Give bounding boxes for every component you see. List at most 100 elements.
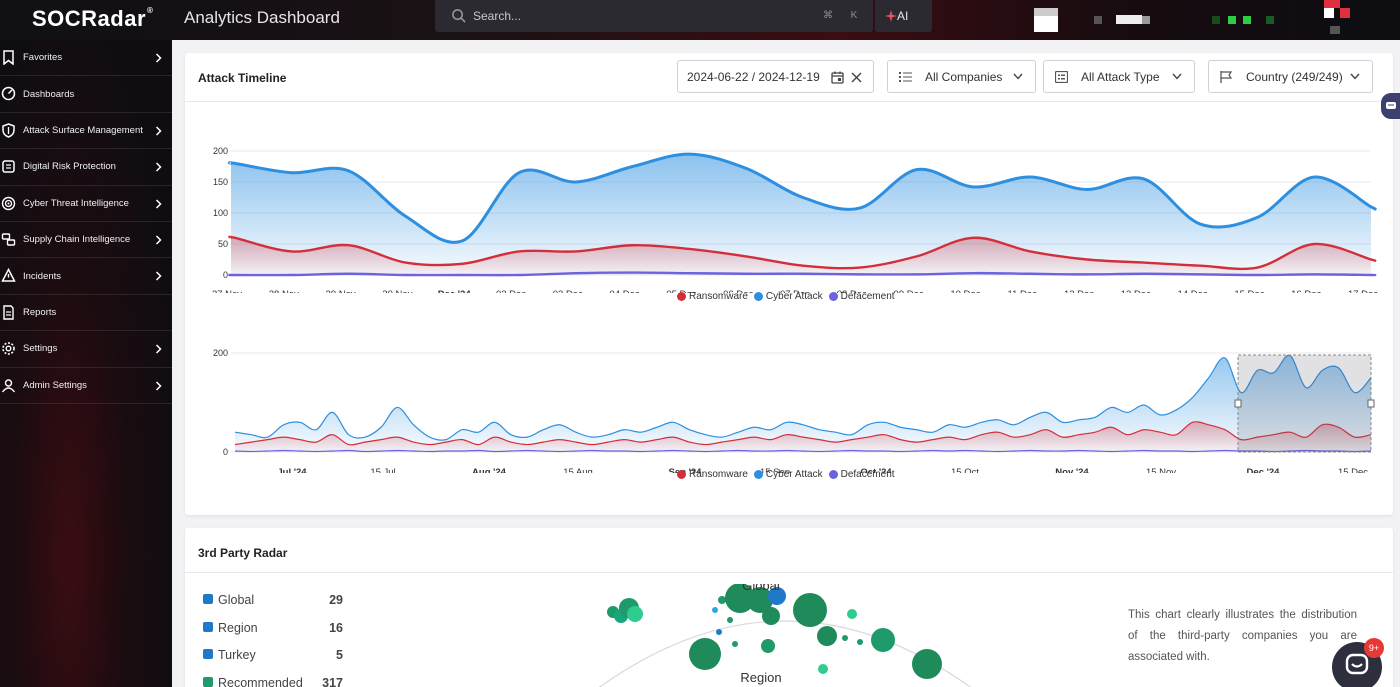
radar-item-label: Recommended [218,675,303,687]
radar-color-swatch [203,621,213,632]
x-tick-label: 15 Aug [563,467,593,473]
chevron-down-icon [1350,73,1360,80]
attack-timeline-card: Attack Timeline 2024-06-22 / 2024-12-19 [185,53,1393,515]
x-tick-label: 27 Nov [212,289,242,293]
radar-bubble[interactable] [727,617,733,623]
radar-bubble[interactable] [857,639,863,645]
radar-item-count: 5 [336,648,343,662]
radar-bubble[interactable] [762,607,780,625]
calendar-icon[interactable] [831,71,844,84]
x-tick-label: 29 Nov [326,289,356,293]
side-panel-toggle[interactable] [1381,93,1400,119]
clear-icon[interactable] [851,72,862,83]
radar-bubble[interactable] [718,596,726,604]
legend-item-ransomware[interactable]: Ransomware [677,469,748,480]
timeline-legend: Ransomware Cyber Attack Defacement [677,291,895,302]
timeline-navigator-chart[interactable]: 0 200 Jul '24 15 Jul Aug '24 15 Aug Sep '24 15 … [185,333,1393,473]
legend-label: Ransomware [689,291,748,302]
country-filter-label: Country (249/249) [1246,70,1343,84]
series-line-ransomware[interactable] [228,235,1377,271]
y-tick-label: 200 [213,146,228,156]
radar-bubble[interactable] [627,606,643,622]
attack-type-filter-label: All Attack Type [1081,70,1160,84]
chevron-right-icon [155,199,162,209]
radar-bubble[interactable] [817,626,837,646]
radar-bubble[interactable] [712,607,718,613]
attack-timeline-title: Attack Timeline [198,71,287,85]
x-tick-label: 17 Dec [1348,289,1378,293]
radar-bubble[interactable] [871,628,895,652]
legend-item-cyber-attack[interactable]: Cyber Attack [753,291,823,302]
sidebar-item-label: Dashboards [23,88,75,100]
sidebar-item-attack-surface-management[interactable]: Attack Surface Management [0,113,172,150]
series-line-defacement[interactable] [228,271,1377,277]
legend-label: Defacement [840,291,895,302]
radar-bubble[interactable] [689,638,721,670]
x-tick-label: Aug '24 [472,467,507,473]
search-input[interactable] [473,7,773,25]
sidebar-item-cyber-threat-intelligence[interactable]: Cyber Threat Intelligence [0,186,172,222]
third-party-radar-card: 3rd Party Radar Global 29 Region 16 Turkey 5 R… [185,528,1393,687]
radar-zone-label: Region [740,670,781,685]
radar-bubble[interactable] [725,584,755,613]
app-title: Analytics Dashboard [184,8,340,27]
legend-item-cyber-attack[interactable]: Cyber Attack [753,469,823,480]
legend-item-ransomware[interactable]: Ransomware [677,291,748,302]
search-icon [452,9,466,23]
radar-bubble[interactable] [747,587,773,613]
radar-item-region[interactable]: Region 16 [203,620,343,640]
nav-area-ransomware [235,421,1371,452]
sidebar-item-incidents[interactable]: Incidents [0,258,172,295]
x-tick-label: 30 Nov [382,289,412,293]
radar-bubble[interactable] [842,635,848,641]
date-range-value: 2024-06-22 / 2024-12-19 [687,69,820,84]
attack-type-filter[interactable]: All Attack Type [1043,60,1195,93]
country-filter[interactable]: Country (249/249) [1208,60,1373,93]
attack-timeline-chart[interactable]: 0 50 100 150 200 27 Nov 28 Nov 29 Nov 30 Nov Dec … [185,123,1393,293]
radar-item-recommended[interactable]: Recommended 317 [203,675,343,687]
radar-item-label: Region [218,620,258,635]
sidebar-item-settings[interactable]: Settings [0,331,172,368]
radar-bubble[interactable] [793,593,827,627]
socradar-logo[interactable]: SOCRadar® [32,6,154,31]
radar-item-global[interactable]: Global 29 [203,592,343,612]
ai-button[interactable]: AI [875,0,932,32]
radar-bubble[interactable] [768,587,786,605]
navigator-selection[interactable] [1237,354,1372,453]
x-tick-label: 15 Dec [1234,289,1264,293]
navigator-handle[interactable] [1367,399,1375,408]
companies-filter[interactable]: All Companies [887,60,1036,93]
radar-bubble[interactable] [732,641,738,647]
search-bar[interactable]: ⌘ K [435,0,873,32]
chat-bubble-icon [1345,653,1369,675]
date-range-filter[interactable]: 2024-06-22 / 2024-12-19 [677,60,874,93]
sidebar-item-digital-risk-protection[interactable]: Digital Risk Protection [0,149,172,186]
sidebar-item-reports[interactable]: Reports [0,295,172,332]
sidebar-item-admin-settings[interactable]: Admin Settings [0,368,172,404]
area-cyber-attack [229,154,1376,275]
series-line-cyber-attack[interactable] [227,152,1377,244]
radar-bubble[interactable] [818,664,828,674]
legend-item-defacement[interactable]: Defacement [828,291,895,302]
y-tick-label: 150 [213,177,228,187]
y-tick-label: 0 [223,447,228,457]
radar-bubble-chart[interactable]: Global Region [565,584,1005,687]
radar-bubble[interactable] [716,629,722,635]
nav-series-line-defacement [234,449,1372,453]
navigator-handle[interactable] [1234,399,1242,408]
kbd-k-hint: K [850,10,858,21]
radar-bubble[interactable] [761,639,775,653]
sidebar-item-supply-chain-intelligence[interactable]: Supply Chain Intelligence [0,222,172,259]
radar-item-label: Global [218,593,255,607]
area-ransomware [229,236,1376,275]
sidebar: Favorites Dashboards Attack Surface Manage… [0,40,172,687]
radar-bubble[interactable] [912,649,942,679]
radar-bubble[interactable] [847,609,857,619]
list-icon [899,72,912,82]
navigator-legend: Ransomware Cyber Attack Defacement [677,469,895,480]
sidebar-item-favorites[interactable]: Favorites [0,40,172,77]
x-tick-label: Jul '24 [277,467,307,473]
legend-item-defacement[interactable]: Defacement [828,469,895,480]
sidebar-item-dashboards[interactable]: Dashboards [0,76,172,113]
radar-item-turkey[interactable]: Turkey 5 [203,647,343,667]
